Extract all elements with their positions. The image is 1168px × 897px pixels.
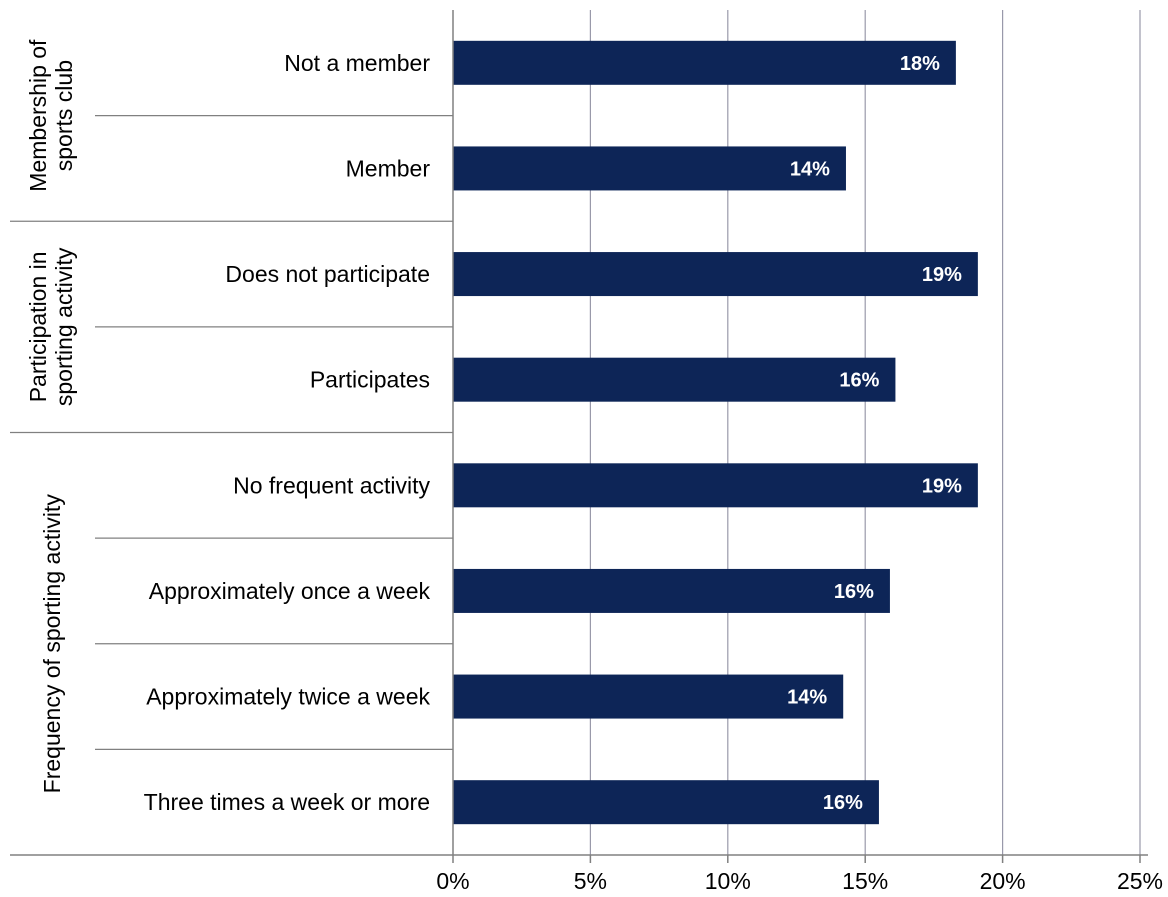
category-label: No frequent activity xyxy=(233,472,430,498)
x-tick-label: 10% xyxy=(705,868,751,894)
bars: 18% 14% 19% 16% 19% 16% 14% 16% xyxy=(453,40,978,825)
bar-data-label: 16% xyxy=(834,581,874,603)
group-label: Membership ofsports club xyxy=(25,39,77,192)
x-tick-label: 20% xyxy=(980,868,1026,894)
bar xyxy=(453,357,896,402)
bar-data-label: 19% xyxy=(922,264,962,286)
bar xyxy=(453,568,890,613)
group-label: Frequency of sporting activity xyxy=(39,494,65,794)
category-label: Approximately twice a week xyxy=(146,684,430,710)
x-tick-label: 0% xyxy=(436,868,469,894)
category-label: Member xyxy=(346,155,431,181)
group-label-line: sporting activity xyxy=(51,247,77,406)
bar-data-label: 14% xyxy=(790,158,830,180)
group-label-line: Participation in xyxy=(25,251,51,402)
category-label: Not a member xyxy=(284,50,430,76)
x-tick-label: 5% xyxy=(574,868,607,894)
category-labels: Membership ofsports club Participation in… xyxy=(25,39,430,815)
bar-data-label: 18% xyxy=(900,53,940,75)
group-label-line: sports club xyxy=(51,60,77,171)
category-label: Approximately once a week xyxy=(149,578,431,604)
bar-data-label: 14% xyxy=(787,687,827,709)
category-label: Three times a week or more xyxy=(144,789,430,815)
bar xyxy=(453,40,956,85)
bar xyxy=(453,780,879,825)
group-label: Participation insporting activity xyxy=(25,247,77,406)
bar xyxy=(453,674,844,719)
category-frame xyxy=(10,10,1148,863)
group-label-line: Membership of xyxy=(25,39,51,192)
bar-data-label: 16% xyxy=(839,370,879,392)
bar-data-label: 19% xyxy=(922,475,962,497)
x-axis-ticks: 0% 5% 10% 15% 20% 25% xyxy=(436,868,1163,894)
bar xyxy=(453,252,978,297)
bar xyxy=(453,463,978,508)
category-label: Does not participate xyxy=(225,261,430,287)
gridlines xyxy=(589,10,1141,855)
bar xyxy=(453,146,846,191)
x-tick-label: 15% xyxy=(842,868,888,894)
x-tick-label: 25% xyxy=(1117,868,1163,894)
category-label: Participates xyxy=(310,367,430,393)
bar-data-label: 16% xyxy=(823,792,863,814)
